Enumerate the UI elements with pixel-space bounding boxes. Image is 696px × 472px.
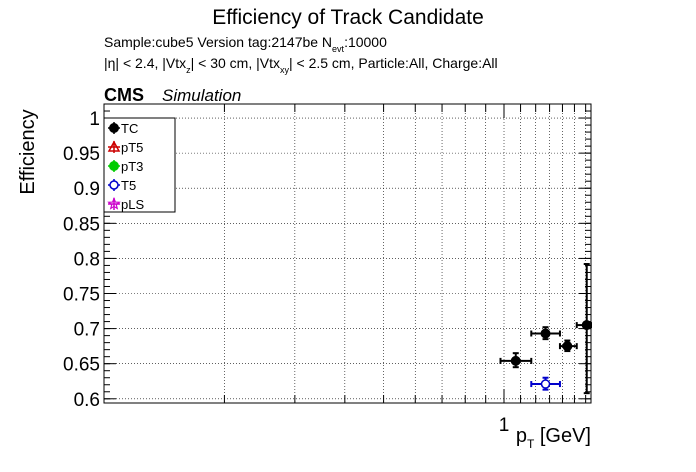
data-point-tc [575, 263, 592, 395]
legend-entry-pt3: pT3 [108, 159, 143, 174]
grid [103, 104, 591, 403]
data-point-tc [530, 326, 561, 341]
legend-label: T5 [121, 178, 136, 193]
data-marker-tc [562, 341, 573, 352]
y-tick-label: 0.8 [74, 249, 100, 270]
y-axis-label: Efficiency [17, 109, 39, 194]
data-marker-tc [581, 320, 592, 331]
legend-marker-pt5 [107, 140, 121, 152]
data-marker-tc [510, 355, 521, 366]
x-tick-label: 1 [499, 415, 510, 436]
data-point-tc [499, 352, 533, 369]
subtitle-line-2: |η| < 2.4, |Vtxz| < 30 cm, |Vtxxy| < 2.5… [104, 55, 498, 75]
y-tick-label: 0.65 [63, 355, 100, 376]
x-axis: 1 [103, 104, 587, 436]
y-tick-label: 0.95 [63, 144, 100, 165]
legend-marker-pt3 [109, 161, 119, 171]
legend-label: pT5 [121, 140, 143, 155]
legend: TC pT5 pT3 T5 pLS [103, 117, 176, 213]
x-axis-label: pT [GeV] [516, 425, 591, 451]
legend-marker-tc [109, 123, 119, 133]
legend-entry-pls: pLS [107, 196, 144, 212]
plot-frame [103, 103, 592, 404]
y-axis: 0.6 0.65 0.7 0.75 0.8 0.85 0.9 0.95 1 [63, 109, 591, 411]
legend-entry-t5: T5 [108, 178, 136, 193]
data-marker-tc [540, 328, 551, 339]
data-points [499, 263, 592, 395]
y-tick-label: 0.75 [63, 285, 100, 306]
y-tick-label: 0.85 [63, 214, 100, 235]
cms-sublabel: Simulation [162, 86, 241, 105]
data-marker-t5 [540, 379, 551, 389]
data-point-t5 [530, 376, 561, 391]
data-point-tc [558, 339, 578, 353]
subtitle-line-1: Sample:cube5 Version tag:2147be Nevt:100… [104, 34, 387, 54]
legend-entry-tc: TC [108, 121, 138, 136]
legend-label: pT3 [121, 159, 143, 174]
legend-label: TC [121, 121, 138, 136]
y-tick-label: 0.6 [74, 390, 100, 411]
y-tick-label: 0.9 [74, 179, 100, 200]
legend-marker-pls [107, 196, 121, 210]
chart-title: Efficiency of Track Candidate [212, 6, 484, 29]
y-tick-label: 1 [89, 109, 100, 130]
y-tick-label: 0.7 [74, 320, 100, 341]
legend-marker-t5 [109, 180, 119, 190]
legend-entry-pt5: pT5 [107, 140, 143, 155]
legend-label: pLS [121, 197, 144, 212]
cms-label: CMS [104, 85, 144, 105]
